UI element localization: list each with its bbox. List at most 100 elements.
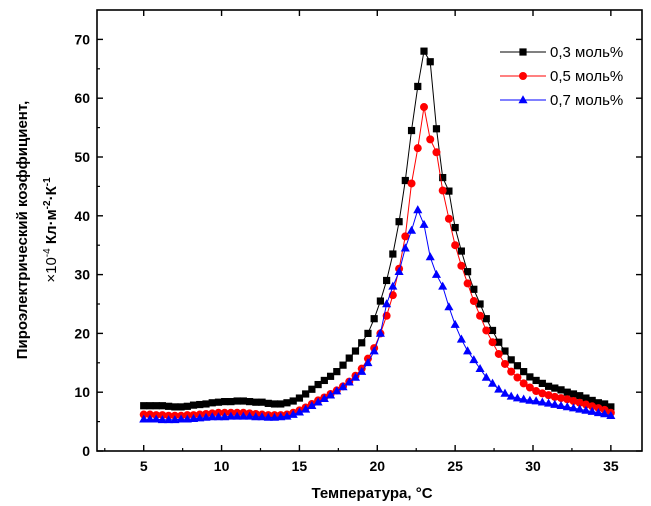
data-point <box>195 413 205 422</box>
data-point <box>538 389 547 398</box>
data-point <box>232 411 242 420</box>
data-point <box>351 347 360 355</box>
data-point <box>165 402 173 410</box>
data-point <box>488 326 497 335</box>
data-point <box>164 415 174 424</box>
data-point <box>525 383 534 392</box>
x-axis-title-main: Температура, <box>311 485 415 502</box>
data-point <box>288 409 298 418</box>
data-point <box>171 403 179 411</box>
data-point <box>487 378 498 387</box>
data-point <box>488 338 497 347</box>
data-point <box>152 402 160 410</box>
series-2 <box>139 103 615 420</box>
data-point <box>394 266 404 275</box>
data-point <box>451 223 459 232</box>
y-tick-label: 20 <box>74 325 90 341</box>
data-point <box>401 232 410 241</box>
data-point <box>500 359 509 368</box>
data-point <box>532 376 540 385</box>
data-point <box>600 409 610 418</box>
data-point <box>196 400 204 409</box>
data-point <box>239 397 247 405</box>
data-point <box>319 393 329 402</box>
y-axis-title-main: Пироэлектрический коэффициент, <box>14 101 31 360</box>
data-point <box>307 400 317 410</box>
data-point <box>294 407 304 416</box>
legend: 0,3 моль% 0,5 моль% 0,7 моль% <box>500 44 623 109</box>
y-unit-exp1: -2 <box>42 200 53 209</box>
legend-item: 0,3 моль% <box>500 44 623 61</box>
data-point <box>170 415 180 424</box>
data-point <box>426 58 434 66</box>
data-point <box>507 356 515 364</box>
data-point <box>357 366 367 375</box>
data-point <box>445 187 453 195</box>
data-point <box>145 414 155 423</box>
data-point <box>263 412 273 421</box>
data-point <box>457 247 465 255</box>
data-point <box>432 125 441 133</box>
data-point <box>476 311 485 320</box>
data-point <box>420 47 428 55</box>
data-point <box>245 411 255 420</box>
data-point <box>494 349 503 358</box>
data-point <box>588 402 597 411</box>
axis-ticks: 5 10 15 20 25 30 35 0 10 20 30 40 50 60 70 <box>74 10 642 474</box>
data-point <box>456 334 466 343</box>
series-line <box>143 208 612 421</box>
data-point <box>238 411 248 420</box>
data-point <box>358 339 366 347</box>
legend-label: 0,7 моль% <box>550 92 623 109</box>
legend-label: 0,5 моль% <box>550 68 623 85</box>
data-point <box>551 384 559 392</box>
data-point <box>158 402 166 410</box>
y-tick-label: 0 <box>82 443 90 459</box>
data-point <box>569 390 578 398</box>
y-tick-label: 70 <box>74 31 90 47</box>
data-point <box>151 414 161 423</box>
data-point <box>438 281 448 290</box>
data-point <box>513 362 522 370</box>
data-point <box>345 354 353 362</box>
data-point <box>451 241 460 250</box>
data-point <box>270 400 279 408</box>
data-point <box>419 219 429 228</box>
data-point <box>607 403 615 411</box>
data-point <box>400 243 410 252</box>
legend-item: 0,7 моль% <box>500 92 623 109</box>
data-point <box>582 394 590 402</box>
data-point <box>202 400 210 408</box>
data-point <box>494 384 504 393</box>
data-point <box>544 391 553 400</box>
data-point <box>450 319 460 328</box>
data-point <box>401 176 409 185</box>
data-point <box>413 144 422 153</box>
data-point <box>501 347 509 355</box>
y-factor-exp: -4 <box>42 248 53 257</box>
data-point <box>531 396 541 405</box>
data-point <box>289 397 297 405</box>
data-point <box>407 225 417 234</box>
data-point <box>512 393 522 402</box>
data-point <box>320 376 328 385</box>
data-point <box>339 361 347 369</box>
data-point <box>532 387 541 396</box>
data-point <box>276 412 286 421</box>
data-point <box>550 399 560 408</box>
data-point <box>326 390 336 399</box>
data-point <box>308 385 316 393</box>
data-point <box>363 358 373 367</box>
data-point <box>576 392 584 400</box>
x-tick-label: 5 <box>140 458 148 474</box>
data-point <box>139 414 149 423</box>
data-point <box>475 363 485 372</box>
data-point <box>464 268 472 276</box>
data-point <box>157 415 167 424</box>
data-point <box>495 338 503 346</box>
data-point <box>557 386 565 394</box>
series-1 <box>140 47 615 411</box>
data-point <box>213 412 223 421</box>
data-point <box>482 326 491 335</box>
